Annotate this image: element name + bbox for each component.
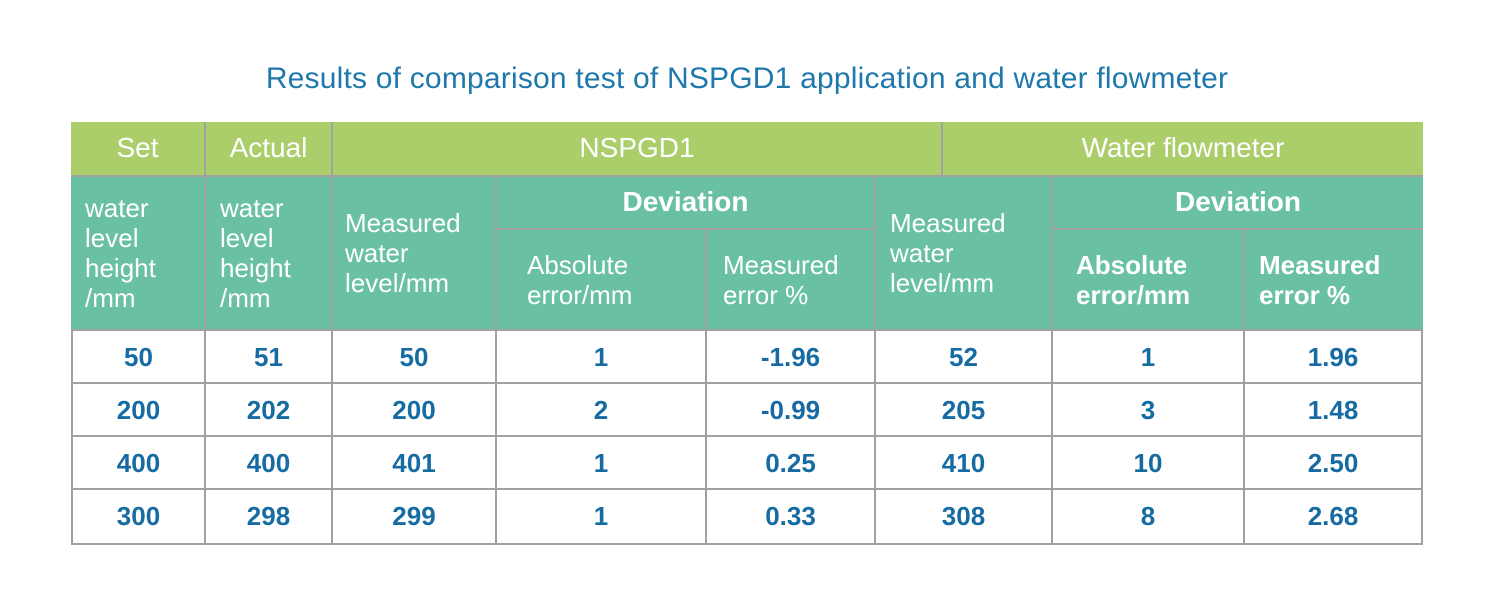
- subheader-flowmeter-measured-error: Measured error %: [1245, 230, 1423, 329]
- header-cell-nspgd1: NSPGD1: [333, 122, 943, 175]
- subheader-nspgd1-measured-error: Measured error %: [707, 230, 876, 329]
- table-cell: 1: [497, 490, 707, 543]
- table-cell: 1: [1053, 331, 1245, 384]
- subheader-nspgd1-deviation: Deviation: [497, 177, 876, 230]
- table-cell: 50: [73, 331, 206, 384]
- table-cell: 300: [73, 490, 206, 543]
- table-cell: 200: [333, 384, 497, 437]
- table-cell: 1.96: [1245, 331, 1421, 384]
- table-cell: 50: [333, 331, 497, 384]
- header-cell-actual: Actual: [206, 122, 333, 175]
- header-cell-water-flowmeter: Water flowmeter: [943, 122, 1423, 175]
- table-cell: 2.50: [1245, 437, 1421, 490]
- table-cell: 51: [206, 331, 333, 384]
- subheader-actual-water-level: water level height /mm: [206, 177, 333, 329]
- table-subheader-row: water level height /mm water level heigh…: [71, 177, 1423, 329]
- table-cell: 2.68: [1245, 490, 1421, 543]
- table-cell: 8: [1053, 490, 1245, 543]
- table-cell: 205: [876, 384, 1053, 437]
- table-cell: 200: [73, 384, 206, 437]
- header-cell-set: Set: [71, 122, 206, 175]
- table-cell: 400: [73, 437, 206, 490]
- table-cell: 410: [876, 437, 1053, 490]
- subheader-nspgd1-measured: Measured water level/mm: [333, 177, 497, 329]
- table-cell: 401: [333, 437, 497, 490]
- comparison-table: Set Actual NSPGD1 Water flowmeter water …: [71, 122, 1423, 545]
- table-cell: 0.33: [707, 490, 876, 543]
- subheader-set-water-level: water level height /mm: [71, 177, 206, 329]
- table-cell: 1.48: [1245, 384, 1421, 437]
- table-cell: 1: [497, 331, 707, 384]
- page-title: Results of comparison test of NSPGD1 app…: [265, 62, 1229, 95]
- table-cell: 2: [497, 384, 707, 437]
- table-cell: 10: [1053, 437, 1245, 490]
- table-cell: 3: [1053, 384, 1245, 437]
- table-cell: -0.99: [707, 384, 876, 437]
- table-cell: 0.25: [707, 437, 876, 490]
- table-cell: 308: [876, 490, 1053, 543]
- table-cell: 52: [876, 331, 1053, 384]
- table-group-header-row: Set Actual NSPGD1 Water flowmeter: [71, 122, 1423, 177]
- table-cell: 400: [206, 437, 333, 490]
- subheader-flowmeter-measured: Measured water level/mm: [876, 177, 1053, 329]
- subheader-flowmeter-absolute-error: Absolute error/mm: [1053, 230, 1245, 329]
- table-body: 50 51 50 1 -1.96 52 1 1.96 200 202 200 2…: [71, 329, 1423, 545]
- table-cell: 298: [206, 490, 333, 543]
- subheader-flowmeter-deviation: Deviation: [1053, 177, 1423, 230]
- subheader-nspgd1-absolute-error: Absolute error/mm: [497, 230, 707, 329]
- table-cell: -1.96: [707, 331, 876, 384]
- table-cell: 1: [497, 437, 707, 490]
- table-cell: 299: [333, 490, 497, 543]
- table-cell: 202: [206, 384, 333, 437]
